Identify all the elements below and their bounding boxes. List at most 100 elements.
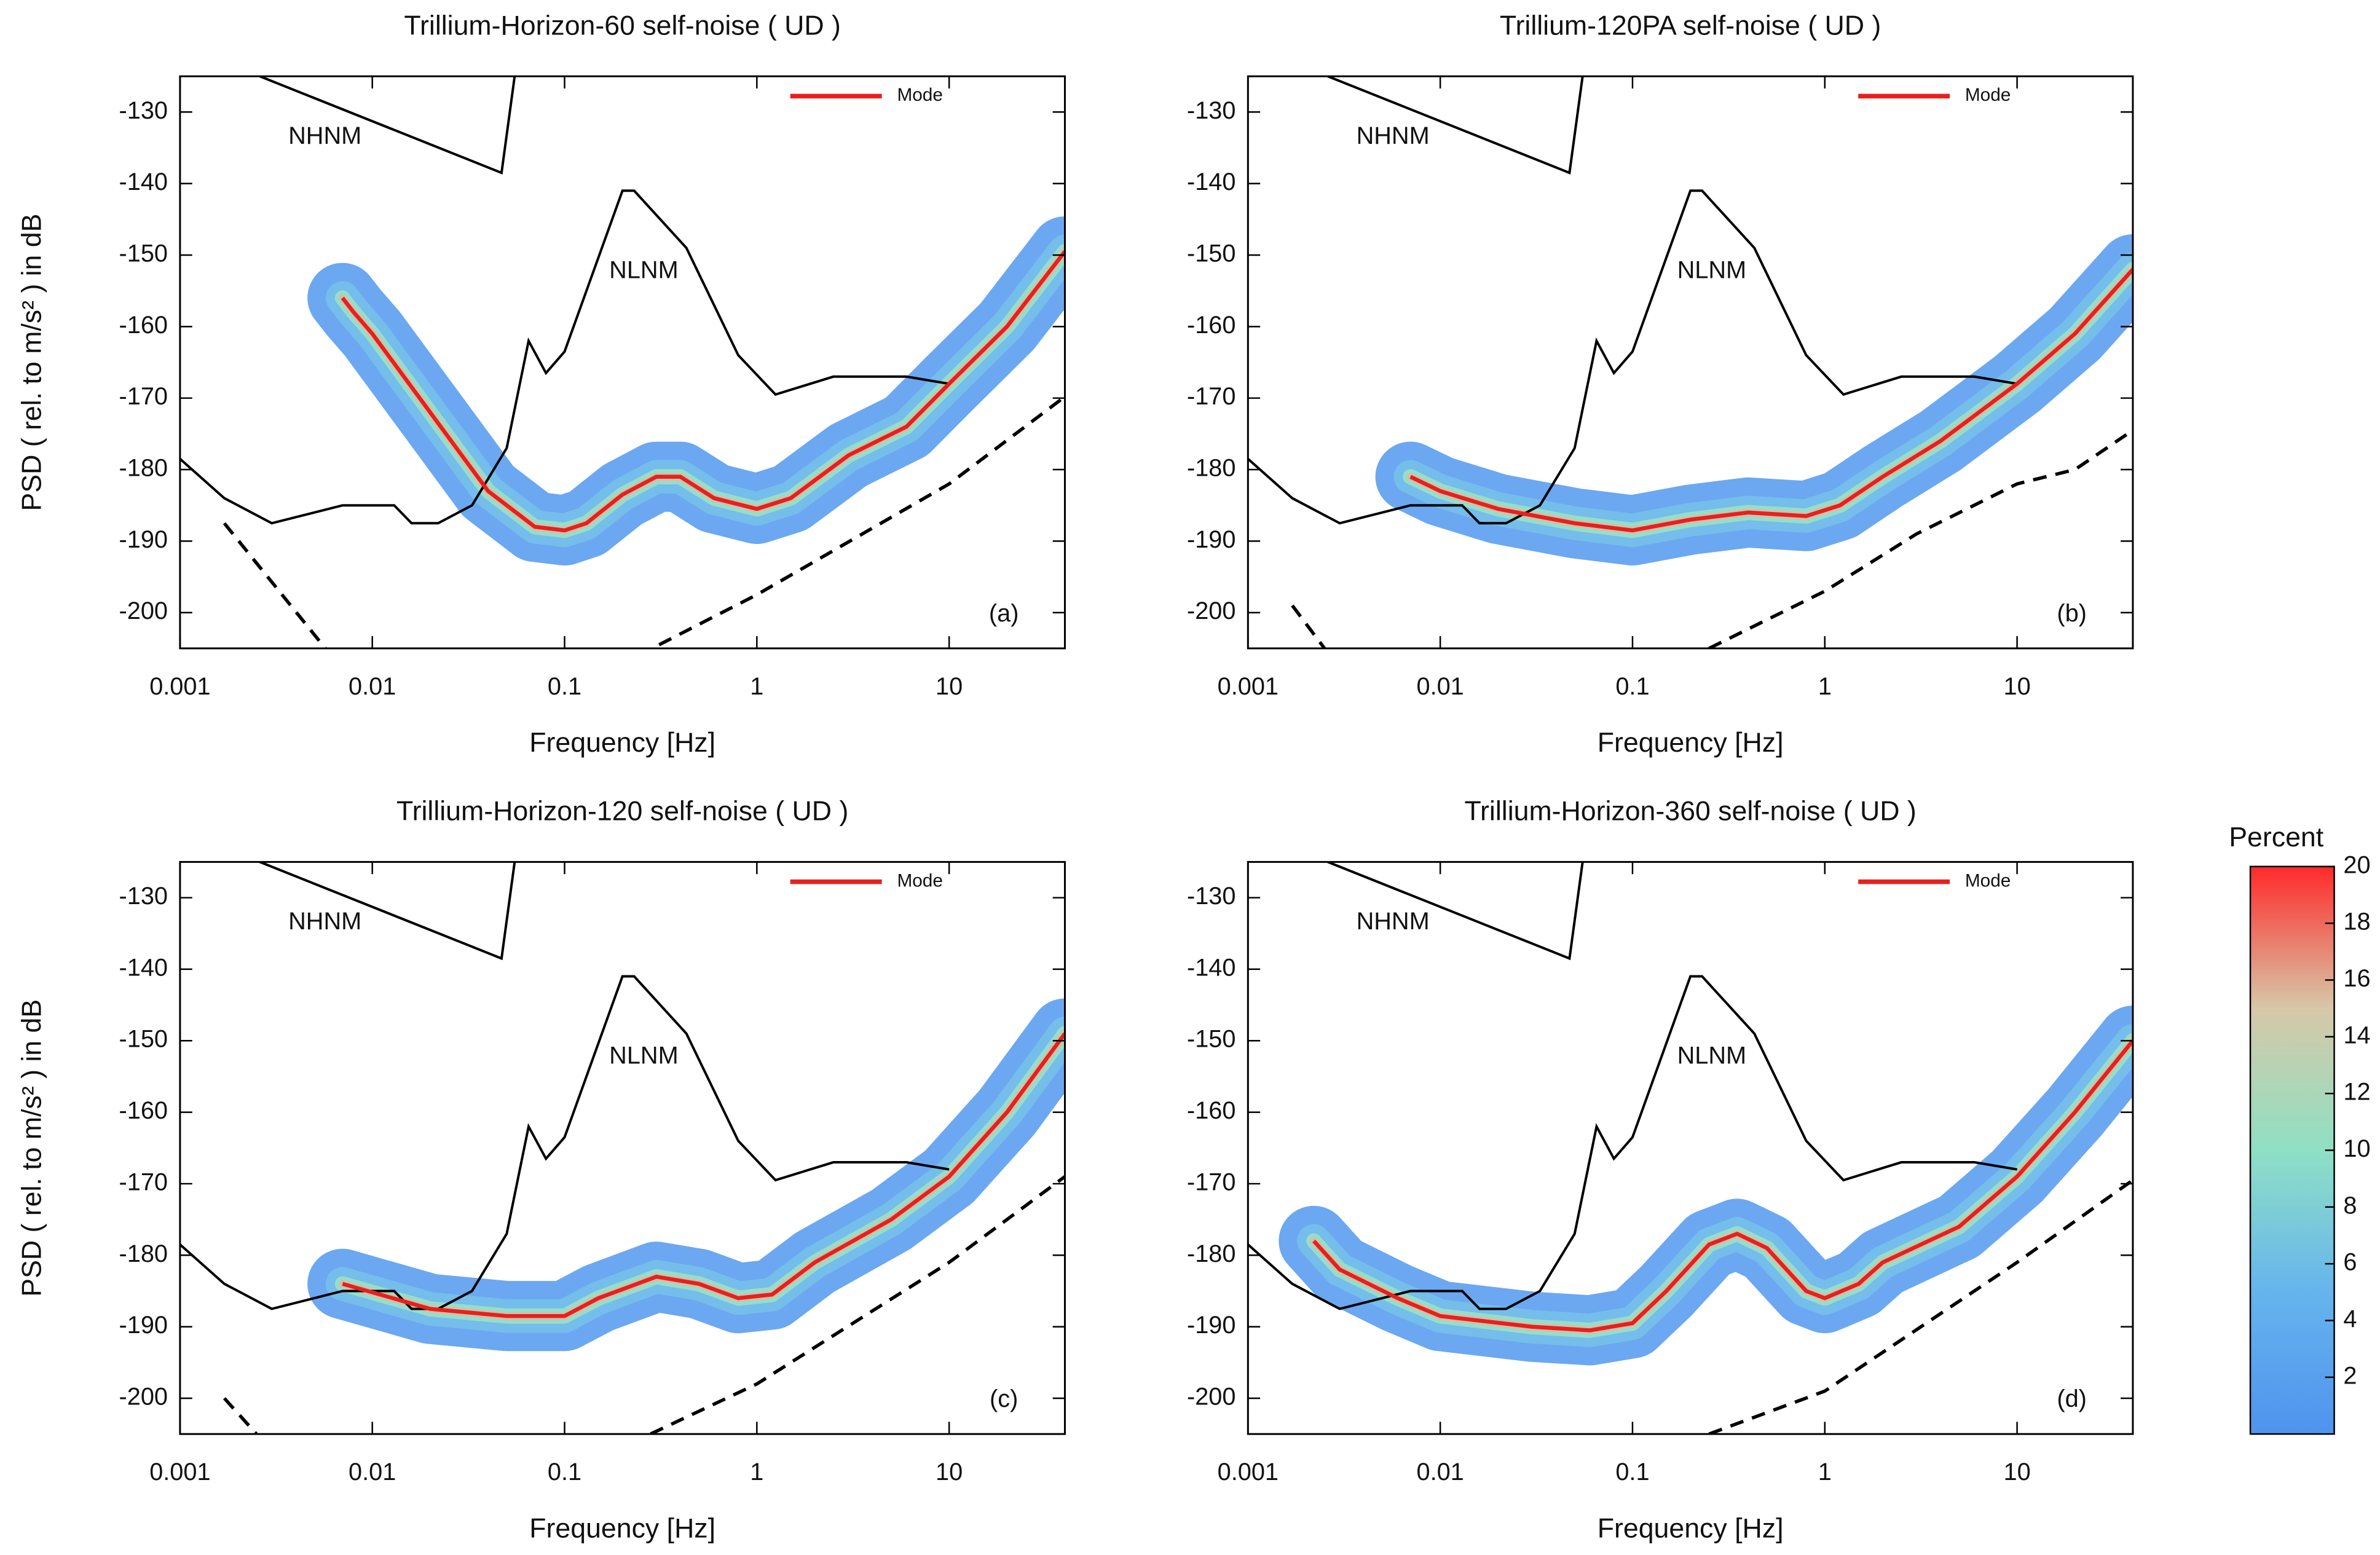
y-tick-label: -180 (119, 1240, 168, 1267)
x-tick-label: 1 (1818, 673, 1832, 700)
dashed-line (223, 1175, 1065, 1435)
reference-curve (1248, 975, 2017, 1310)
curve-annotation: NHNM (1357, 908, 1430, 935)
plot-area (1248, 862, 2133, 1435)
y-tick-label: -140 (1187, 954, 1235, 981)
panel: 0.001 0.01 0.1 1 10 -130 -140 -150 -160 -170 -180 -… (1187, 10, 2134, 758)
y-tick-label: -170 (119, 383, 168, 410)
x-axis-label: Frequency [Hz] (1598, 1513, 1784, 1543)
x-tick-label: 1 (750, 1459, 763, 1486)
curve-annotation: NLNM (1677, 1042, 1747, 1069)
y-axis-label: PSD ( rel. to m/s² ) in dB (17, 214, 47, 511)
y-tick-label: -140 (119, 168, 168, 195)
colorbar-tick-label: 18 (2343, 908, 2370, 935)
y-tick-label: -150 (119, 240, 168, 267)
chart-title: Trillium-Horizon-60 self-noise ( UD ) (404, 10, 841, 41)
colorbar-tick-label: 20 (2343, 851, 2370, 878)
y-tick-label: -170 (1187, 383, 1235, 410)
y-axis-label: PSD ( rel. to m/s² ) in dB (17, 999, 47, 1297)
legend: Mode (790, 85, 943, 105)
panel-label: (a) (989, 600, 1019, 627)
colorbar-fill (2249, 865, 2335, 1435)
dashed-line (1291, 428, 2133, 648)
legend: Mode (790, 871, 943, 891)
y-tick-label: -180 (119, 455, 168, 482)
legend-label: Mode (897, 85, 942, 105)
curve-annotation: NLNM (609, 256, 679, 283)
chart-title: Trillium-120PA self-noise ( UD ) (1500, 10, 1881, 41)
curve-annotation: NHNM (1357, 122, 1430, 149)
colorbar-tick-label: 2 (2343, 1362, 2357, 1389)
x-tick-label: 0.001 (149, 673, 210, 700)
y-tick-label: -190 (1187, 526, 1235, 553)
reference-curve (179, 975, 950, 1310)
y-tick-label: -200 (1187, 1383, 1235, 1410)
y-tick-label: -160 (119, 312, 168, 339)
y-tick-label: -150 (1187, 240, 1235, 267)
mode-line (342, 1032, 1065, 1318)
plot-frame (1247, 860, 2134, 1435)
density-band (1375, 234, 2133, 566)
colorbar-tick-label: 12 (2343, 1079, 2370, 1106)
y-tick-label: -160 (1187, 1097, 1235, 1124)
curve-annotation: NHNM (288, 122, 361, 149)
reference-curve (1327, 76, 1584, 175)
legend-label: Mode (1965, 871, 2011, 891)
colorbar-tick-label: 8 (2343, 1192, 2357, 1219)
y-tick-label: -170 (1187, 1168, 1235, 1195)
colorbar-tick-label: 16 (2343, 965, 2370, 992)
y-tick-label: -130 (1187, 97, 1235, 124)
chart-title: Trillium-Horizon-360 self-noise ( UD ) (1464, 797, 1916, 827)
y-tick-label: -190 (119, 526, 168, 553)
x-tick-label: 0.01 (349, 1459, 396, 1486)
colorbar-tick-label: 14 (2343, 1022, 2370, 1049)
x-tick-label: 0.001 (1218, 673, 1279, 700)
y-tick-label: -190 (119, 1312, 168, 1339)
x-tick-label: 1 (1818, 1459, 1832, 1486)
y-tick-label: -200 (119, 1383, 168, 1410)
x-tick-label: 0.001 (149, 1459, 210, 1486)
curve-annotation: NLNM (609, 1042, 679, 1069)
y-tick-label: -180 (1187, 1240, 1235, 1267)
x-tick-label: 0.01 (349, 673, 396, 700)
legend-label: Mode (897, 871, 942, 891)
plot-area (1248, 76, 2133, 648)
curve-annotation: NHNM (288, 908, 361, 935)
y-tick-label: -130 (119, 883, 168, 910)
plot-frame (1247, 75, 2134, 650)
mode-line (1312, 1039, 2133, 1333)
y-tick-label: -140 (119, 954, 168, 981)
y-tick-label: -150 (1187, 1026, 1235, 1053)
reference-curve (1248, 189, 2017, 525)
x-tick-label: 0.1 (548, 673, 581, 700)
reference-curve (259, 76, 516, 175)
y-tick-label: -200 (1187, 597, 1235, 624)
colorbar: 2 4 6 8 10 12 14 16 18 20 Percent (2229, 822, 2371, 1435)
colorbar-tick-label: 6 (2343, 1249, 2357, 1276)
legend: Mode (1858, 85, 2011, 105)
colorbar-tick-label: 10 (2343, 1135, 2370, 1162)
dashed-line (223, 395, 1065, 648)
x-tick-label: 1 (750, 673, 763, 700)
y-tick-label: -160 (1187, 312, 1235, 339)
plot-frame (179, 75, 1066, 650)
x-tick-label: 0.1 (548, 1459, 581, 1486)
panel-label: (d) (2057, 1385, 2087, 1412)
y-tick-label: -150 (119, 1026, 168, 1053)
x-tick-label: 10 (936, 1459, 963, 1486)
x-tick-label: 0.1 (1615, 673, 1649, 700)
y-tick-label: -170 (119, 1168, 168, 1195)
x-tick-label: 10 (2003, 1459, 2030, 1486)
y-tick-label: -140 (1187, 168, 1235, 195)
plot-area (179, 76, 1065, 648)
panel-label: (c) (990, 1385, 1018, 1412)
y-tick-label: -190 (1187, 1312, 1235, 1339)
reference-curve (179, 189, 950, 525)
y-tick-label: -180 (1187, 455, 1235, 482)
x-tick-label: 10 (936, 673, 963, 700)
x-tick-label: 0.01 (1416, 1459, 1464, 1486)
y-tick-label: -130 (1187, 883, 1235, 910)
panel-label: (b) (2057, 600, 2087, 627)
y-tick-label: -160 (119, 1097, 168, 1124)
